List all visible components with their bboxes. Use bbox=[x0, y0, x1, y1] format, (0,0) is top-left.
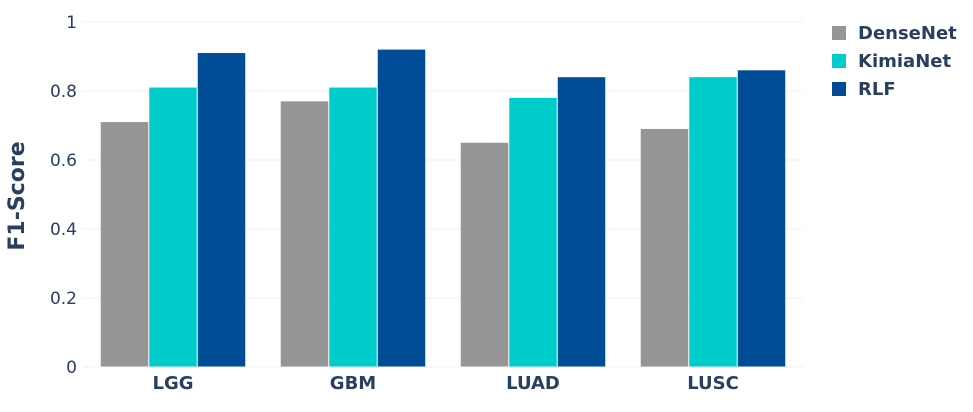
y-tick-label: 1 bbox=[66, 13, 77, 33]
legend[interactable]: DenseNet KimiaNet RLF bbox=[832, 23, 957, 100]
legend-swatch-densenet[interactable] bbox=[832, 26, 846, 40]
x-tick-label-gbm: GBM bbox=[330, 373, 376, 394]
x-tick-label-lusc: LUSC bbox=[687, 373, 739, 394]
bar-rlf-luad[interactable] bbox=[557, 77, 606, 367]
bar-kimianet-lusc[interactable] bbox=[689, 77, 737, 367]
legend-label-densenet[interactable]: DenseNet bbox=[858, 23, 957, 44]
y-tick-label: 0.6 bbox=[50, 151, 77, 171]
x-tick-label-luad: LUAD bbox=[506, 373, 560, 394]
bar-kimianet-luad[interactable] bbox=[509, 97, 557, 368]
y-tick-label: 0.8 bbox=[50, 82, 77, 102]
y-axis-ticks: 0 0.2 0.4 0.6 0.8 1 bbox=[50, 13, 77, 378]
x-tick-label-lgg: LGG bbox=[152, 373, 193, 394]
legend-swatch-rlf[interactable] bbox=[832, 82, 846, 96]
y-tick-label: 0.4 bbox=[50, 220, 77, 240]
bar-rlf-lgg[interactable] bbox=[197, 53, 246, 368]
bar-rlf-gbm[interactable] bbox=[377, 49, 426, 367]
bar-densenet-luad[interactable] bbox=[460, 142, 509, 367]
y-tick-label: 0.2 bbox=[50, 289, 77, 309]
bars bbox=[100, 49, 786, 368]
legend-swatch-kimianet[interactable] bbox=[832, 54, 846, 68]
bar-densenet-gbm[interactable] bbox=[280, 101, 329, 367]
legend-label-kimianet[interactable]: KimiaNet bbox=[858, 51, 951, 72]
bar-densenet-lusc[interactable] bbox=[640, 128, 689, 367]
bar-rlf-lusc[interactable] bbox=[737, 70, 786, 368]
bar-densenet-lgg[interactable] bbox=[100, 122, 149, 367]
y-tick-label: 0 bbox=[66, 358, 77, 378]
x-axis-ticks: LGG GBM LUAD LUSC bbox=[152, 373, 738, 394]
bar-kimianet-gbm[interactable] bbox=[329, 87, 377, 368]
bar-kimianet-lgg[interactable] bbox=[149, 87, 197, 368]
y-axis-title: F1-Score bbox=[5, 141, 30, 250]
legend-label-rlf[interactable]: RLF bbox=[858, 79, 896, 100]
